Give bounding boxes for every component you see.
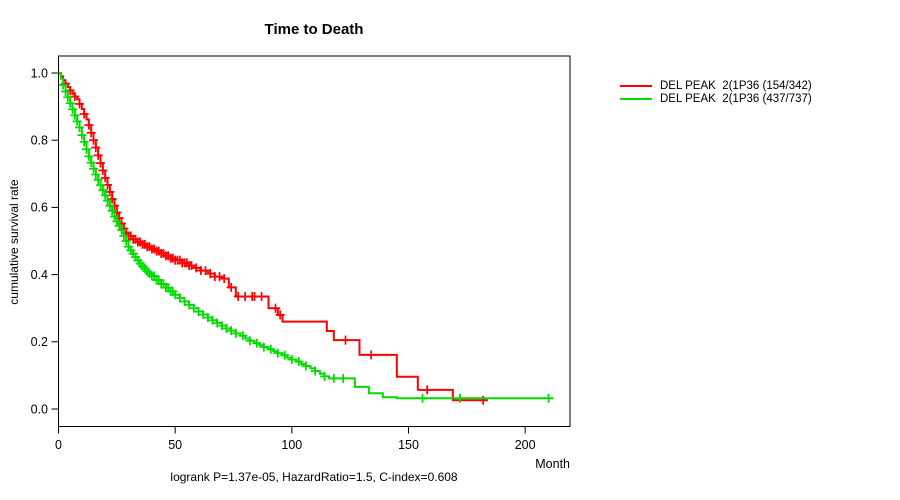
y-tick-label: 0.8 <box>31 134 48 148</box>
x-tick-label: 50 <box>168 438 182 452</box>
legend-label: DEL PEAK 2(1P36 (154/342) <box>660 79 812 92</box>
y-tick-label: 0.4 <box>31 268 48 282</box>
y-tick-label: 0.2 <box>31 335 48 349</box>
plot-box <box>58 55 571 427</box>
legend: DEL PEAK 2(1P36 (154/342) DEL PEAK 2(1P3… <box>620 79 812 106</box>
x-tick-label: 100 <box>281 438 302 452</box>
legend-item: DEL PEAK 2(1P36 (437/737) <box>620 93 812 107</box>
y-tick-label: 0.6 <box>31 201 48 215</box>
x-tick-label: 150 <box>398 438 419 452</box>
stats-footer: logrank P=1.37e-05, HazardRatio=1.5, C-i… <box>170 470 458 484</box>
y-tick-label: 0.0 <box>31 402 48 416</box>
legend-line-sample-green <box>620 98 652 101</box>
legend-line-sample-red <box>620 84 652 87</box>
x-axis-unit-label: Month <box>535 457 570 471</box>
x-tick-label: 200 <box>515 438 536 452</box>
legend-label: DEL PEAK 2(1P36 (437/737) <box>660 93 812 106</box>
chart-title: Time to Death <box>264 21 364 38</box>
x-tick-label: 0 <box>55 438 62 452</box>
legend-item: DEL PEAK 2(1P36 (154/342) <box>620 79 812 93</box>
y-tick-label: 1.0 <box>31 66 48 80</box>
